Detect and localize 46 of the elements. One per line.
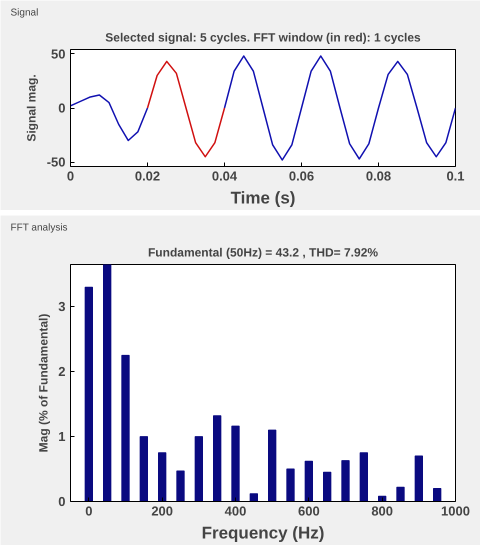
bar [414, 456, 423, 502]
y-axis-title: Mag (% of Fundamental) [36, 314, 50, 452]
chart-title: Fundamental (50Hz) = 43.2 , THD= 7.92% [148, 246, 378, 260]
bar [158, 452, 166, 502]
x-tick-label: 0.06 [288, 168, 314, 184]
bar [286, 468, 295, 502]
bar [213, 415, 222, 502]
bar [176, 470, 185, 502]
x-tick-label: 0 [85, 504, 92, 518]
x-tick-label: 600 [298, 504, 320, 518]
text: Signal [10, 8, 38, 18]
x-tick-label: 0.1 [446, 168, 465, 184]
x-tick-label: 1000 [441, 504, 470, 518]
x-tick-label: 800 [371, 504, 394, 518]
x-tick-label: 0.08 [366, 168, 392, 184]
bar [304, 460, 313, 502]
y-tick-label: 0 [58, 494, 66, 509]
bar [433, 488, 442, 502]
y-axis-title: Signal mag. [24, 74, 39, 142]
y-tick-label: 0 [58, 100, 66, 116]
bar [268, 430, 276, 502]
bar [323, 472, 332, 502]
bar [396, 486, 405, 502]
bar [231, 426, 240, 502]
bar [194, 436, 203, 502]
bar [121, 354, 130, 502]
y-tick-label: -50 [46, 154, 66, 170]
x-tick-label: 400 [224, 504, 246, 518]
x-axis-title: Time (s) [230, 188, 296, 208]
bar [250, 493, 258, 502]
x-tick-label: 0.04 [212, 168, 238, 184]
y-tick-label: 1 [58, 429, 66, 444]
x-axis-title: Frequency (Hz) [202, 524, 324, 542]
bar [84, 286, 93, 502]
y-tick-label: 50 [51, 46, 66, 62]
bar [360, 452, 368, 502]
bar [341, 460, 350, 502]
line-series [146, 60, 226, 158]
y-tick-label: 3 [58, 299, 66, 314]
bar [103, 264, 112, 502]
x-tick-label: 0.02 [134, 168, 160, 184]
text: FFT analysis [10, 222, 68, 234]
x-tick-label: 200 [151, 504, 174, 518]
chart-title: Selected signal: 5 cycles. FFT window (in red): 1 cycles [105, 30, 422, 44]
y-tick-label: 2 [58, 364, 66, 380]
bar [140, 436, 148, 502]
